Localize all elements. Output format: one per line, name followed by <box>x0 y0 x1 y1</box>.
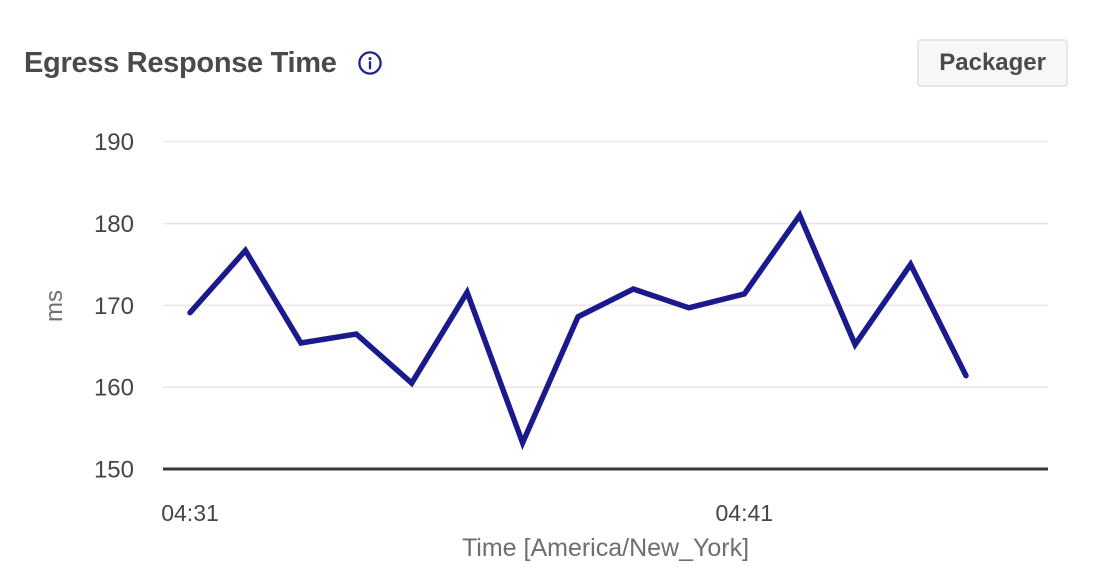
info-icon[interactable] <box>357 50 383 76</box>
x-tick-label: 04:41 <box>716 500 774 526</box>
y-axis-title: ms <box>41 290 68 322</box>
y-tick-label: 170 <box>94 293 134 320</box>
y-tick-label: 150 <box>94 457 134 484</box>
x-tick-label: 04:31 <box>161 500 219 526</box>
x-axis-title: Time [America/New_York] <box>462 534 749 562</box>
y-tick-label: 190 <box>94 129 134 156</box>
y-tick-label: 180 <box>94 211 134 238</box>
card-header: Egress Response Time Packager <box>0 0 1102 100</box>
page-title: Egress Response Time <box>24 46 337 79</box>
series-line <box>187 209 969 451</box>
y-tick-label: 160 <box>94 375 134 402</box>
title-group: Egress Response Time <box>24 47 383 80</box>
packager-button[interactable]: Packager <box>917 39 1068 87</box>
egress-response-time-chart: 150 160 170 180 190 04:31 04:41 ms Time [America… <box>41 129 1048 562</box>
